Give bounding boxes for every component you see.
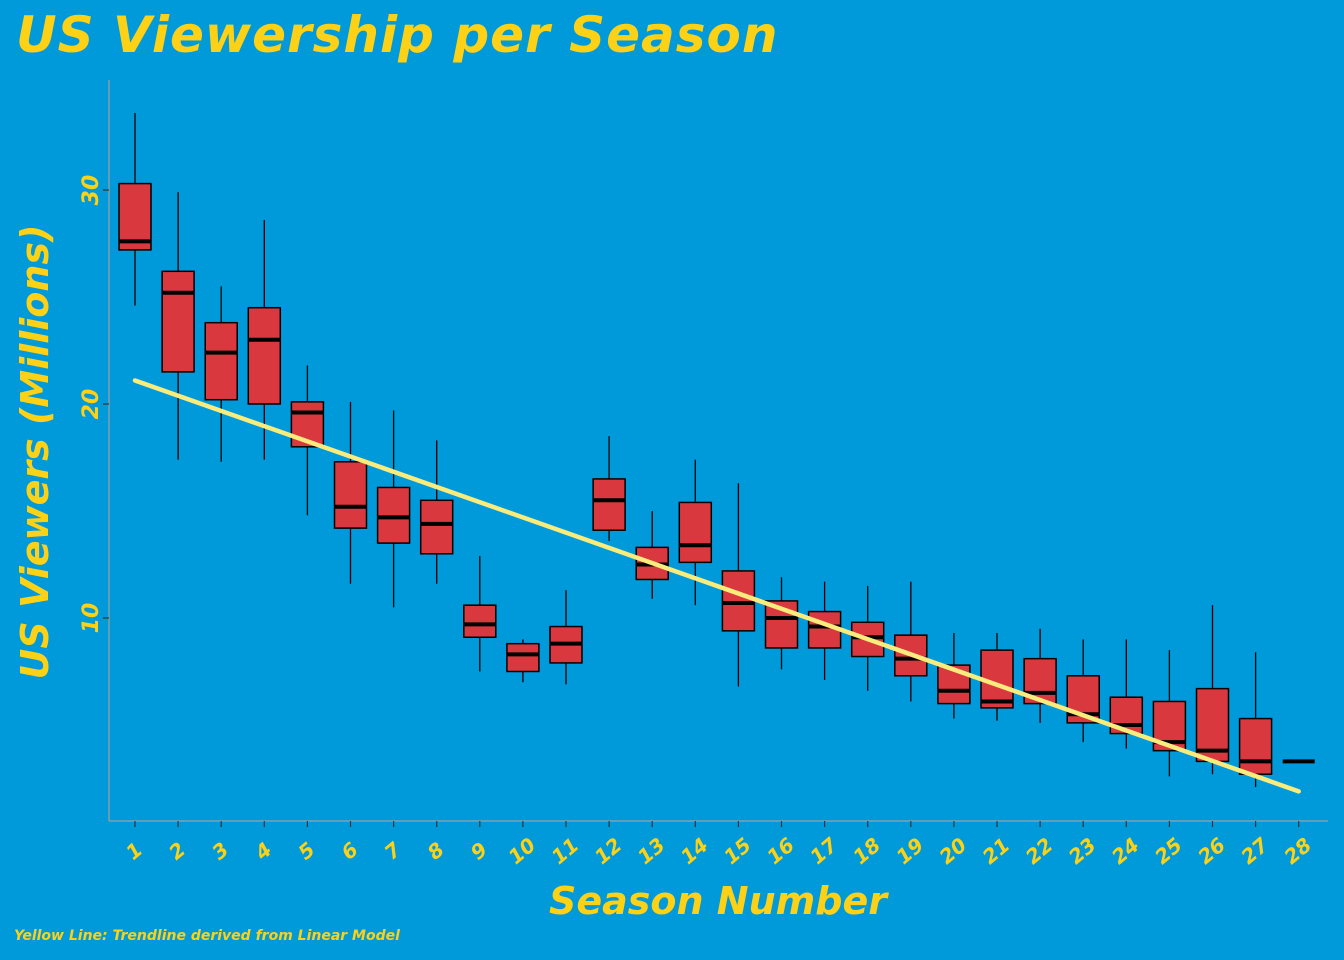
y-axis-title: US Viewers (Millions) [13,225,57,680]
x-tick-label: 23 [1064,833,1101,869]
trendline [132,378,1301,794]
box-season-2 [161,192,195,460]
x-tick-label: 9 [466,837,492,864]
y-tick-label: 30 [79,175,104,206]
chart-caption: Yellow Line: Trendline derived from Line… [14,928,400,944]
box-season-6 [333,401,368,584]
x-tick-label: 1 [121,837,147,864]
y-tick-label: 10 [79,603,104,634]
box-season-19 [894,581,928,702]
chart-title: US Viewership per Season [16,6,779,64]
box-body [721,570,756,632]
x-tick-label: 22 [1021,833,1058,869]
box-body [1238,717,1273,775]
box-season-9 [463,555,497,672]
box-season-14 [678,459,713,606]
box-body [419,499,454,555]
x-tick-label: 24 [1107,833,1144,869]
x-tick-label: 6 [336,837,362,864]
x-tick-label: 17 [805,833,842,869]
trendline-layer [132,378,1301,794]
box-season-7 [376,410,411,608]
box-season-4 [247,219,282,460]
x-tick-label: 27 [1236,833,1273,869]
box-season-10 [506,639,540,683]
box-body [376,486,411,544]
x-tick-label: 16 [762,833,799,869]
box-season-26 [1195,605,1230,775]
box-season-18 [850,585,885,691]
box-season-15 [721,483,756,687]
box-season-23 [1066,639,1100,743]
box-season-25 [1152,650,1187,777]
x-tick-label: 28 [1279,833,1316,869]
box-body [592,478,626,532]
x-tick-label: 20 [935,833,972,869]
box-body [161,270,195,373]
box-body [506,642,540,673]
x-tick-label: 19 [891,833,928,869]
x-tick-label: 26 [1193,833,1230,869]
x-tick-label: 8 [423,837,449,864]
x-tick-label: 2 [164,837,190,864]
x-tick-label: 11 [547,833,584,869]
y-tick-label: 20 [79,389,104,420]
box-season-22 [1023,628,1057,723]
box-season-8 [419,440,454,584]
x-tick-label: 5 [293,837,319,864]
box-season-12 [592,436,626,541]
x-tick-label: 18 [848,833,885,869]
box-season-17 [807,581,842,681]
box-season-16 [764,577,799,670]
x-axis-title: Season Number [549,879,889,923]
x-tick-label: 7 [380,837,406,864]
box-season-27 [1238,652,1273,788]
x-tick-label: 15 [719,833,756,869]
box-body [247,306,282,405]
axes [103,80,1328,827]
box-season-21 [980,632,1014,721]
box-body [333,461,368,529]
x-tick-label: 21 [978,833,1015,869]
x-tick-label: 13 [633,833,670,869]
x-tick-label: 25 [1150,833,1187,869]
box-season-3 [204,286,238,462]
box-season-1 [118,112,152,306]
x-tick-label: 12 [590,833,627,869]
x-tick-label: 10 [504,833,541,869]
box-body [463,604,497,639]
box-body [204,321,238,401]
x-tick-label: 4 [250,837,277,865]
box-season-13 [635,511,669,599]
box-series [118,112,1315,788]
box-season-11 [549,590,583,685]
box-body [678,501,713,564]
x-tick-label: 3 [207,837,233,864]
x-tick-label: 14 [676,833,713,869]
box-body [118,182,152,251]
